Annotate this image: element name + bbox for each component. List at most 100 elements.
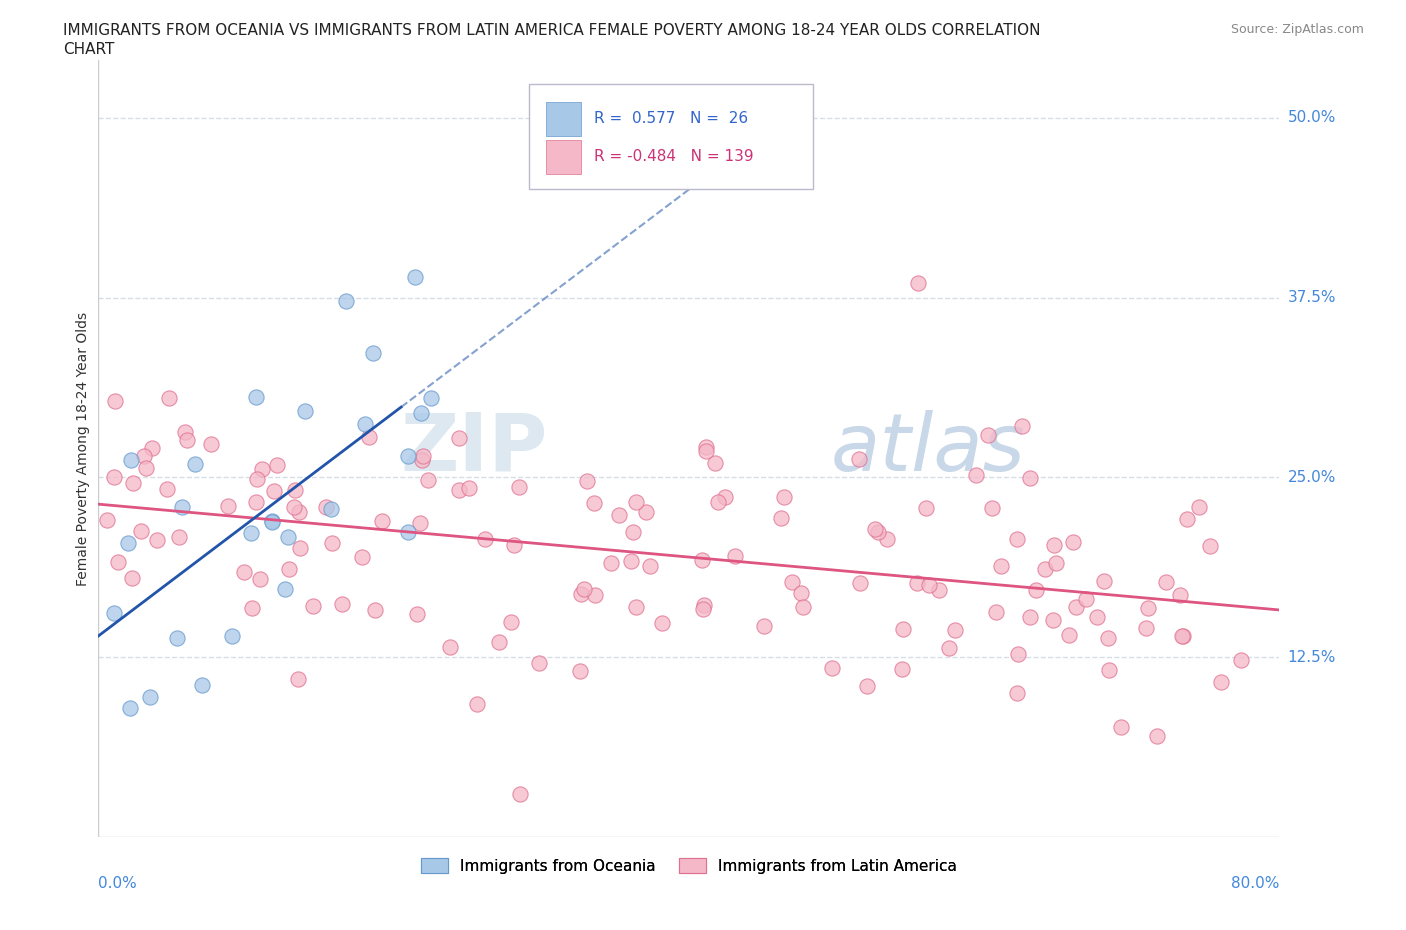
Point — [1092, 574, 1115, 589]
Point — [724, 549, 747, 564]
Point — [240, 525, 263, 540]
Point — [411, 405, 433, 420]
Point — [141, 441, 163, 456]
Point — [416, 472, 439, 487]
Point — [707, 495, 730, 510]
Point — [166, 631, 188, 645]
Point — [474, 531, 496, 546]
Point — [321, 502, 343, 517]
Text: IMMIGRANTS FROM OCEANIA VS IMMIGRANTS FROM LATIN AMERICA FEMALE POVERTY AMONG 18: IMMIGRANTS FROM OCEANIA VS IMMIGRANTS FR… — [63, 23, 1040, 38]
Point — [501, 615, 523, 630]
Point — [1136, 600, 1159, 615]
Point — [330, 596, 353, 611]
Point — [1045, 555, 1067, 570]
Point — [263, 484, 285, 498]
Point — [449, 482, 471, 497]
Point — [404, 270, 426, 285]
Point — [692, 602, 714, 617]
Point — [977, 428, 1000, 443]
Point — [287, 671, 309, 686]
Point — [447, 431, 470, 445]
Point — [155, 482, 177, 497]
Point — [695, 444, 717, 458]
Point — [488, 635, 510, 650]
Point — [891, 662, 914, 677]
Point — [103, 606, 125, 621]
Point — [636, 504, 658, 519]
Point — [396, 525, 419, 539]
Point — [527, 655, 550, 670]
Point — [277, 529, 299, 544]
Legend: Immigrants from Oceania, Immigrants from Latin America: Immigrants from Oceania, Immigrants from… — [415, 852, 963, 880]
Point — [780, 575, 803, 590]
Point — [122, 476, 145, 491]
Point — [1168, 588, 1191, 603]
Point — [575, 474, 598, 489]
Point — [569, 663, 592, 678]
Point — [1042, 538, 1064, 552]
Point — [190, 677, 212, 692]
Point — [302, 598, 325, 613]
Point — [245, 390, 267, 405]
Point — [772, 489, 794, 504]
Point — [820, 660, 842, 675]
Point — [172, 499, 194, 514]
Point — [249, 572, 271, 587]
Point — [315, 499, 337, 514]
Text: CHART: CHART — [63, 42, 115, 57]
Point — [770, 511, 793, 525]
Point — [849, 575, 872, 590]
Point — [790, 586, 813, 601]
Point — [96, 512, 118, 527]
Point — [1062, 535, 1084, 550]
Point — [361, 346, 384, 361]
Point — [1173, 629, 1195, 644]
Point — [569, 586, 592, 601]
Point — [638, 559, 661, 574]
Point — [1019, 609, 1042, 624]
Point — [891, 622, 914, 637]
Point — [288, 540, 311, 555]
Point — [621, 525, 644, 539]
Point — [855, 679, 877, 694]
Point — [439, 640, 461, 655]
Point — [335, 293, 357, 308]
Point — [246, 472, 269, 486]
Point — [262, 514, 284, 529]
Text: 12.5%: 12.5% — [1288, 650, 1336, 665]
Point — [157, 391, 180, 405]
Point — [396, 449, 419, 464]
Point — [139, 690, 162, 705]
Point — [848, 452, 870, 467]
Point — [907, 575, 929, 590]
Point — [1171, 629, 1194, 644]
Point — [408, 516, 430, 531]
Point — [221, 629, 243, 644]
Point — [876, 531, 898, 546]
Text: 37.5%: 37.5% — [1288, 290, 1336, 305]
Point — [607, 508, 630, 523]
Point — [1154, 575, 1177, 590]
Text: 25.0%: 25.0% — [1288, 470, 1336, 485]
Point — [693, 598, 716, 613]
Point — [624, 495, 647, 510]
Point — [1198, 539, 1220, 554]
Point — [107, 554, 129, 569]
Point — [321, 536, 343, 551]
Point — [1011, 418, 1033, 433]
Point — [1057, 628, 1080, 643]
Point — [184, 457, 207, 472]
Point — [651, 616, 673, 631]
Text: ZIP: ZIP — [399, 410, 547, 487]
Point — [117, 536, 139, 551]
Point — [508, 480, 530, 495]
Point — [695, 439, 717, 454]
Point — [273, 581, 295, 596]
Point — [1042, 613, 1064, 628]
Point — [266, 458, 288, 472]
Point — [928, 582, 950, 597]
Point — [283, 499, 305, 514]
Text: 0.0%: 0.0% — [98, 876, 138, 891]
Point — [752, 618, 775, 633]
Y-axis label: Female Poverty Among 18-24 Year Olds: Female Poverty Among 18-24 Year Olds — [76, 312, 90, 586]
